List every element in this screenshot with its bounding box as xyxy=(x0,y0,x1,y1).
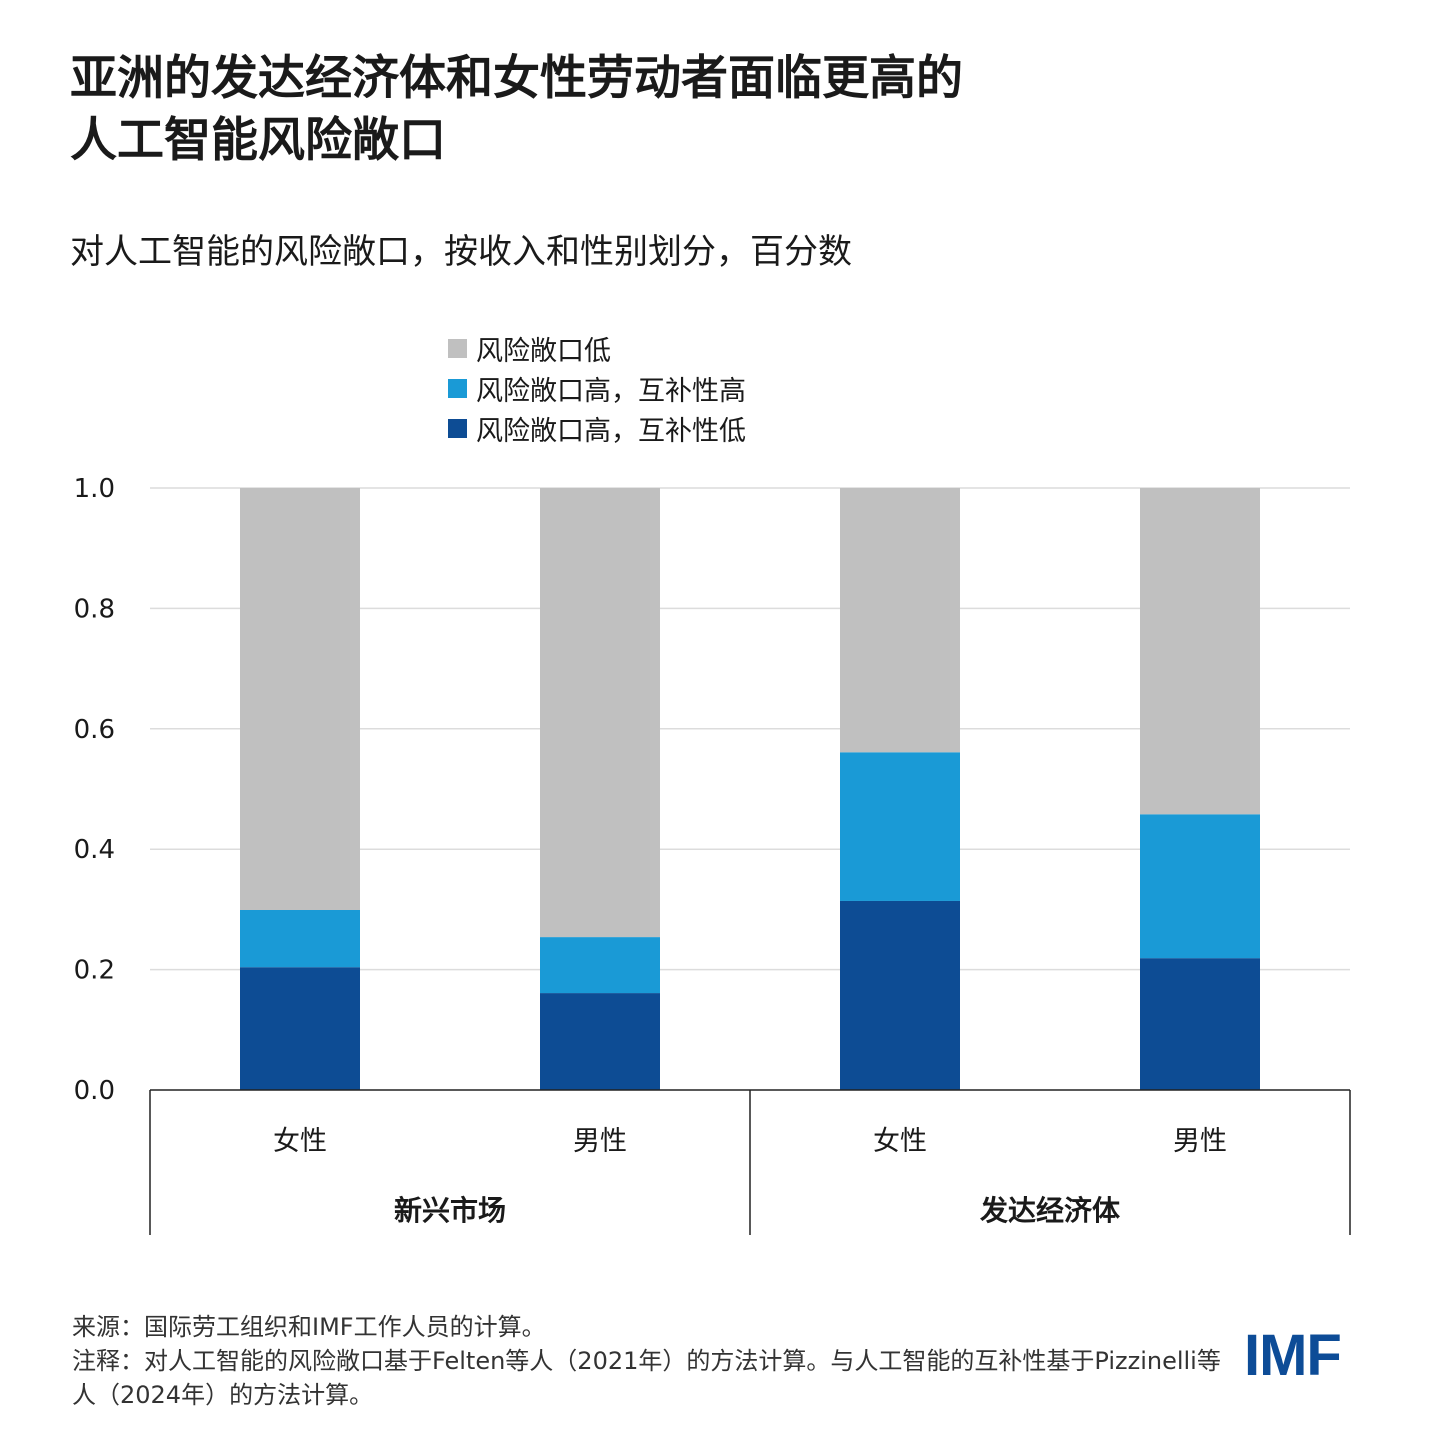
y-tick-label: 0.8 xyxy=(74,594,115,624)
legend-swatch xyxy=(448,338,467,358)
legend-swatch xyxy=(448,378,467,398)
bar-segment xyxy=(540,488,660,938)
bar-segment xyxy=(1140,488,1260,815)
bar-segment xyxy=(840,752,960,901)
bar-segment xyxy=(840,488,960,753)
x-category-label: 男性 xyxy=(1173,1126,1227,1157)
title-line: 人工智能风险敞口 xyxy=(70,113,446,168)
bar-segment xyxy=(540,937,660,994)
bar-segment xyxy=(240,910,360,968)
group-label: 新兴市场 xyxy=(394,1194,506,1227)
bar-segment xyxy=(240,967,360,1090)
legend-item-high-exposure-high-complementarity: 风险敞口高，互补性高 xyxy=(448,368,746,408)
y-tick-label: 0.0 xyxy=(74,1076,115,1106)
chart-subtitle: 对人工智能的风险敞口，按收入和性别划分，百分数 xyxy=(70,232,852,272)
y-tick-label: 0.4 xyxy=(74,835,115,865)
group-label: 发达经济体 xyxy=(979,1194,1121,1227)
imf-logo: IMF xyxy=(1244,1323,1342,1388)
bar-segment xyxy=(240,488,360,911)
x-category-label: 男性 xyxy=(573,1126,627,1157)
bar-segment xyxy=(1140,958,1260,1090)
legend-label: 风险敞口低 xyxy=(476,335,611,367)
legend-label: 风险敞口高，互补性高 xyxy=(476,375,746,407)
x-category-label: 女性 xyxy=(273,1126,327,1157)
x-category-label: 女性 xyxy=(873,1126,927,1157)
legend: 风险敞口低 风险敞口高，互补性高 风险敞口高，互补性低 xyxy=(448,328,746,448)
legend-swatch xyxy=(448,418,467,438)
methodology-note: 注释：对人工智能的风险敞口基于Felten等人（2021年）的方法计算。与人工智… xyxy=(72,1347,1221,1409)
bar-segment xyxy=(540,993,660,1090)
legend-label: 风险敞口高，互补性低 xyxy=(476,415,746,447)
title-line: 亚洲的发达经济体和女性劳动者面临更高的 xyxy=(70,51,963,106)
footnotes: 来源：国际劳工组织和IMF工作人员的计算。 注释：对人工智能的风险敞口基于Fel… xyxy=(72,1310,1222,1412)
bar-segment xyxy=(840,900,960,1090)
legend-item-high-exposure-low-complementarity: 风险敞口高，互补性低 xyxy=(448,408,746,448)
y-tick-label: 0.6 xyxy=(74,715,115,745)
source-note: 来源：国际劳工组织和IMF工作人员的计算。 xyxy=(72,1313,546,1341)
bar-segment xyxy=(1140,814,1260,959)
y-tick-label: 0.2 xyxy=(74,956,115,986)
y-tick-label: 1.0 xyxy=(74,474,115,504)
chart-title: 亚洲的发达经济体和女性劳动者面临更高的 人工智能风险敞口 xyxy=(70,48,1170,172)
legend-item-low-exposure: 风险敞口低 xyxy=(448,328,746,368)
